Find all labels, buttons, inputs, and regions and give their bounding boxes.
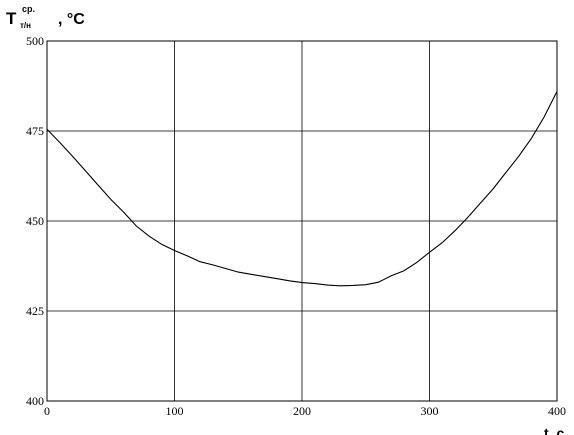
y-tick-label: 475 [26, 124, 44, 138]
series-line [46, 91, 558, 287]
y-tick-label: 400 [26, 394, 44, 408]
y-axis-label: T ср. т/н , °C [6, 4, 85, 30]
x-tick-label: 300 [421, 404, 439, 418]
x-tick-label: 400 [548, 404, 566, 418]
plot-frame [46, 40, 558, 402]
y-tick-label: 500 [26, 34, 44, 48]
y-axis-label-sub: т/н [20, 21, 31, 30]
x-tick-label: 100 [166, 404, 184, 418]
x-axis-label: t, c [544, 425, 564, 435]
x-tick-label: 200 [293, 404, 311, 418]
y-axis-label-unit: , °C [58, 11, 85, 28]
y-axis-label-sup: ср. [22, 4, 35, 14]
y-tick-label: 425 [26, 304, 44, 318]
y-axis-label-main: T [6, 9, 17, 28]
y-tick-label: 450 [26, 214, 44, 228]
x-tick-label: 0 [44, 404, 50, 418]
